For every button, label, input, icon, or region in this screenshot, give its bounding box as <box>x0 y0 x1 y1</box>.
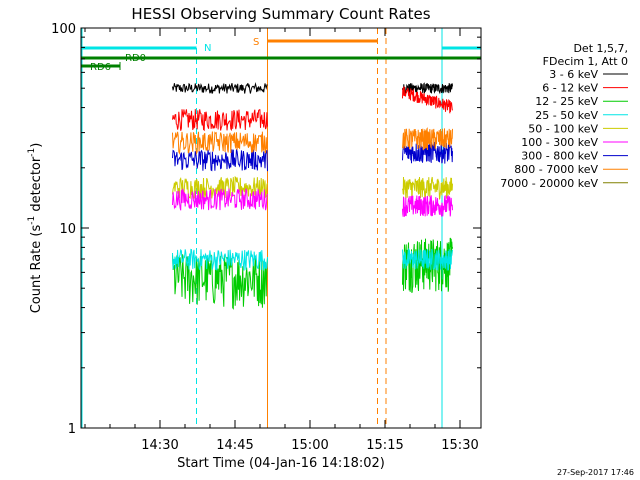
legend-entry-label: 50 - 100 keV <box>528 122 598 135</box>
x-axis: 14:30 14:45 15:00 15:15 15:30 <box>84 28 479 453</box>
y-axis-label-sup1: -1 <box>27 216 37 225</box>
series-line-0-1 <box>402 82 453 95</box>
legend-entry-label: 25 - 50 keV <box>535 109 598 122</box>
x-tick-label: 14:45 <box>216 438 253 453</box>
flag-label-rd0: RD0 <box>125 53 146 64</box>
legend-entry-label: 7000 - 20000 keV <box>500 177 598 190</box>
series-line-2-1 <box>402 237 453 294</box>
legend-entry-label: 100 - 300 keV <box>521 136 598 149</box>
flag-label-s: S <box>253 37 259 48</box>
legend-header-line: FDecim 1, Att 0 <box>543 55 628 68</box>
y-axis-label-end: ) <box>29 143 44 148</box>
series-line-4-1 <box>402 176 453 201</box>
footer-date: 27-Sep-2017 17:46 <box>557 468 634 477</box>
series-line-0-0 <box>172 82 268 94</box>
x-tick-label: 15:00 <box>291 438 328 453</box>
y-tick-label: 1 <box>68 422 76 437</box>
y-axis-label-mid: detector <box>29 156 44 216</box>
legend-entry-label: 800 - 7000 keV <box>514 163 598 176</box>
y-tick-label: 100 <box>51 22 76 37</box>
y-tick-label: 10 <box>59 222 76 237</box>
x-tick-label: 15:30 <box>441 438 478 453</box>
x-tick-label: 14:30 <box>141 438 178 453</box>
series-line-6-1 <box>402 141 453 164</box>
chart-title: HESSI Observing Summary Count Rates <box>131 5 430 23</box>
legend-entry-label: 6 - 12 keV <box>542 82 598 95</box>
series-line-7-1 <box>402 127 453 151</box>
y-axis-label-sup2: -1 <box>27 148 37 157</box>
series-line-3-0 <box>172 248 268 271</box>
x-tick-label: 15:15 <box>366 438 403 453</box>
series-line-3-1 <box>402 247 453 271</box>
legend-entry-label: 3 - 6 keV <box>549 68 598 81</box>
series-line-1-0 <box>172 109 268 132</box>
y-axis-label: Count Rate (s-1 detector-1) <box>27 143 44 314</box>
y-axis: 1 10 100 <box>51 22 481 437</box>
legend-header-line: Det 1,5,7, <box>573 42 628 55</box>
series-line-1-1 <box>402 86 453 114</box>
series-line-7-0 <box>172 131 268 156</box>
legend-entry-label: 300 - 800 keV <box>521 150 598 163</box>
series-line-6-0 <box>172 149 268 172</box>
series-line-5-1 <box>402 195 453 217</box>
flag-label-n: N <box>204 43 211 54</box>
series-line-5-0 <box>172 187 268 211</box>
legend-entry-label: 12 - 25 keV <box>535 95 598 108</box>
x-axis-label: Start Time (04-Jan-16 14:18:02) <box>177 456 385 471</box>
plot-area: N S RD0 RD6 <box>81 28 482 428</box>
flag-label-rd6: RD6 <box>90 62 111 73</box>
y-axis-label-main: Count Rate (s <box>29 225 44 314</box>
